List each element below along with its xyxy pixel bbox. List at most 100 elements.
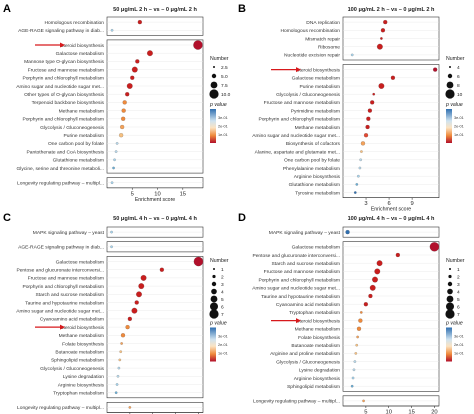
panel-d-row-label: Fructose and mannose metabolism: [264, 269, 340, 275]
panel-a-row-label: Methane metabolism: [59, 108, 104, 114]
panel-c-size-legend-title: Number: [210, 258, 229, 264]
panel-b-point: [353, 191, 357, 194]
panel-d-row-label: Methane metabolism: [295, 327, 340, 333]
panel-a-color-legend-title: p value: [209, 102, 227, 108]
panel-a-point: [113, 158, 116, 162]
panel-d-color-legend-tick: 2e-01: [454, 343, 464, 347]
panel-a-point: [112, 166, 115, 170]
panel-b-point: [367, 108, 372, 113]
panel-b-point: [378, 83, 385, 89]
panel-b-size-legend-dot: [449, 66, 451, 68]
panel-b-row-label: Purine metabolism: [299, 84, 340, 90]
panel-b-size-legend-title: Number: [446, 56, 465, 62]
panel-d-size-legend-dot: [447, 288, 453, 295]
panel-b-point: [380, 28, 386, 33]
panel-a-point: [110, 181, 114, 185]
panel-a-size-legend-value: 10.0: [221, 92, 231, 98]
panel-b-row-label: One carbon pool by folate: [284, 158, 340, 164]
panel-d-size-legend-dot: [446, 302, 454, 311]
panel-d-size-legend-dot: [446, 295, 454, 303]
panel-d-point: [368, 293, 373, 299]
panel-c-row-label: Galactose metabolism: [56, 259, 104, 265]
panel-c-row-label: Arginine biosynthesis: [58, 382, 105, 388]
panel-a-row-label: One carbon pool by folate: [48, 141, 104, 147]
panel-d-point: [350, 384, 354, 388]
panel-b-point: [370, 100, 375, 105]
panel-a-point: [110, 28, 114, 32]
panel-a-point: [122, 100, 127, 105]
panel-b-row-label: Nucleotide excision repair: [284, 53, 340, 59]
panel-d-title: 100 μg/mL 4 h – vs – 0 μg/mL 4 h: [348, 216, 435, 222]
panel-d-group-frame: [342, 241, 440, 392]
panel-b-row-label: Galactose metabolism: [292, 76, 340, 82]
panel-b-row-label: Fructose and mannose metabolism: [264, 100, 340, 106]
panel-c-size-legend-dot: [210, 295, 218, 303]
panel-a-point: [135, 59, 140, 64]
panel-c-point: [140, 275, 147, 281]
panel-d-size-legend-dot: [445, 309, 455, 319]
panel-a-point: [131, 66, 138, 73]
panel-a-size-legend-value: 7.5: [221, 83, 228, 89]
panel-a-row-label: Glutathione metabolism: [53, 158, 104, 164]
panel-b-point: [376, 43, 383, 50]
panel-d-size-legend-title: Number: [446, 258, 465, 264]
panel-c-point: [138, 283, 145, 290]
panel-d-point: [355, 343, 359, 347]
panel-d-size-legend-value: 6: [457, 304, 460, 310]
panel-d-row-label: Porphyrin and chlorophyll metabolism: [258, 277, 340, 283]
panel-b-color-legend-bar: [446, 109, 452, 143]
panel-c-point: [114, 391, 118, 395]
panel-c-point: [136, 291, 142, 298]
panel-d-x-tick-label: 15: [408, 410, 414, 414]
panel-a-title: 50 μg/mL 2 h – vs – 0 μg/mL 2 h: [113, 7, 197, 13]
panel-d-x-tick-label: 20: [431, 410, 437, 414]
panel-d-row-label: Lysine degradation: [299, 368, 340, 374]
panel-c-size-legend-dot: [210, 302, 218, 311]
panel-c-size-legend-value: 5: [221, 297, 224, 303]
panel-b-point: [358, 166, 362, 170]
panel-d-point: [372, 276, 378, 283]
panel-c-row-label: Butanoate metabolism: [55, 350, 104, 356]
panel-b-point: [357, 174, 360, 178]
panel-c-row-label: Steroid biosynthesis: [60, 325, 104, 331]
panel-d-highlight-arrowhead: [296, 318, 301, 324]
panel-d-row-label: Butanoate metabolism: [291, 343, 340, 349]
panel-b-point: [383, 20, 388, 25]
panel-c-point: [193, 256, 204, 267]
panel-c-size-legend-dot: [212, 274, 216, 279]
panel-d-color-legend-title: p value: [445, 321, 463, 327]
panel-a-row-label: Steroid biosynthesis: [60, 43, 104, 49]
panel-a-group-frame: [106, 16, 204, 36]
panel-c-point: [120, 342, 123, 345]
panel-a-row-label: Porphyrin and chlorophyll metabolism: [22, 117, 104, 123]
panel-b-point: [380, 37, 383, 40]
panel-c-point: [131, 307, 138, 314]
panel-a-point: [119, 133, 124, 138]
panel-c-point: [118, 358, 122, 362]
panel-c-point: [110, 230, 113, 234]
panel-d-size-legend-value: 7: [457, 312, 460, 318]
panel-c-size-legend-value: 2: [221, 274, 224, 280]
panel-c-size-legend-value: 1: [221, 267, 224, 273]
panel-a-label: A: [3, 3, 11, 15]
panel-b-row-label: Amino sugar and nucleotide sugar met...: [252, 133, 340, 139]
panel-d-row-label: Cyanoamino acid metabolism: [276, 302, 340, 308]
panel-c-size-legend-dot: [211, 288, 217, 295]
panel-b-row-label: DNA replication: [306, 20, 340, 26]
panel-a-point: [147, 50, 153, 57]
panel-b-point: [366, 116, 371, 121]
panel-a-row-label: Mannose type O-glycan biosynthesis: [24, 59, 104, 65]
panel-c-row-label: Taurine and hypotaurine metabolism: [25, 300, 104, 306]
panel-d-row-label: Steroid biosynthesis: [296, 318, 340, 324]
panel-b-row-label: Glutathione metabolism: [289, 182, 340, 188]
panel-a-point: [115, 142, 119, 145]
panel-a-row-label: Fructose and mannose metabolism: [28, 67, 104, 73]
panel-b-point: [365, 124, 370, 130]
panel-d-point: [362, 399, 365, 403]
panel-d-point: [351, 376, 355, 380]
panel-d-size-legend-dot: [449, 268, 451, 270]
panel-b-point: [359, 158, 362, 162]
panel-d-x-tick-label: 5: [364, 410, 367, 414]
panel-b-row-label: Steroid biosynthesis: [296, 67, 340, 73]
panel-a-size-legend-title: Number: [210, 56, 229, 62]
